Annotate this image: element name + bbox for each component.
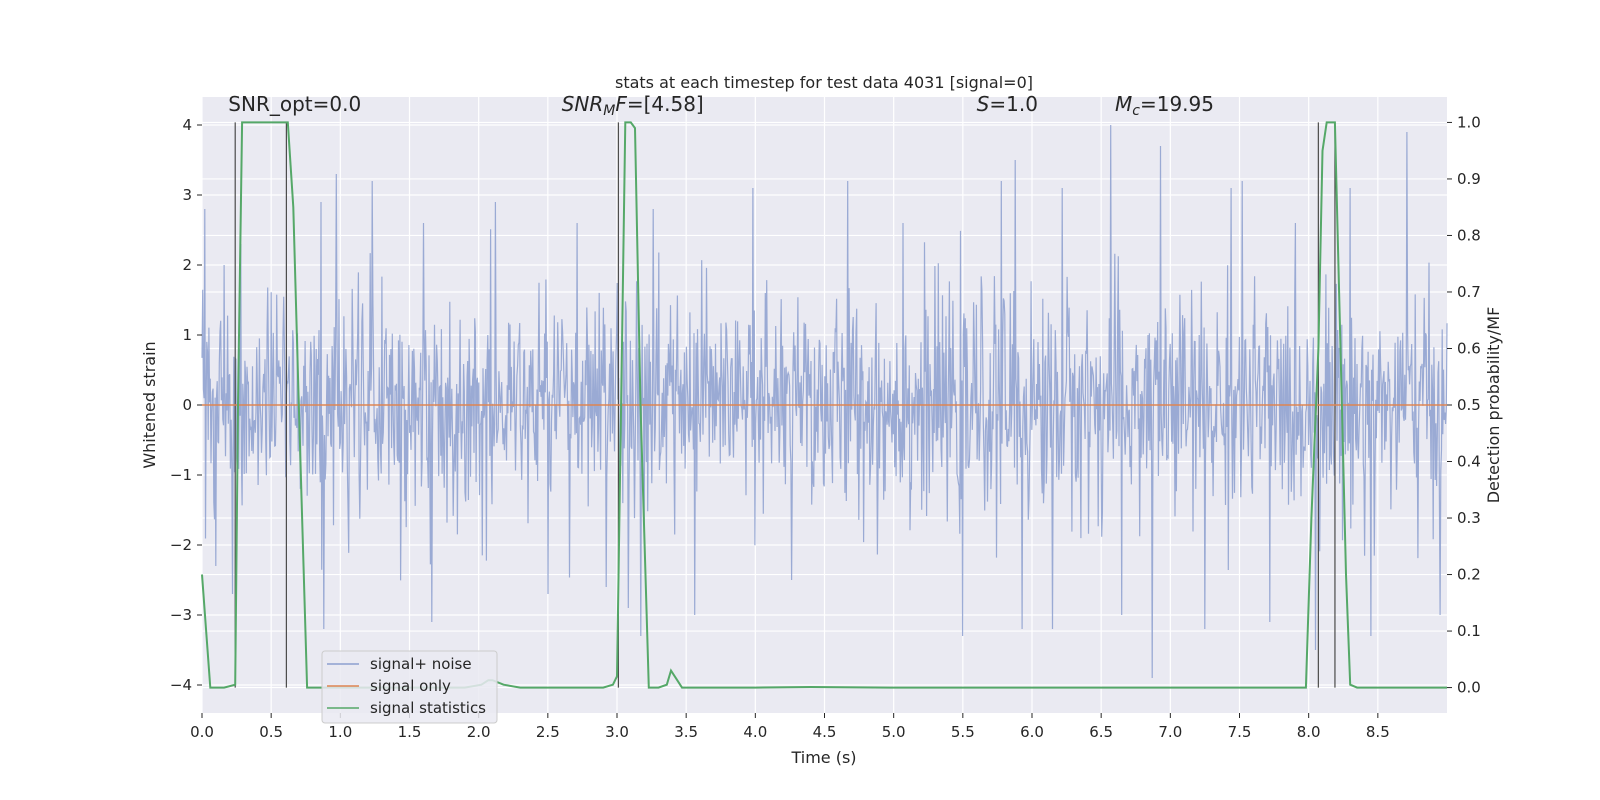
y2-tick-label-10: 1.0 (1457, 113, 1481, 131)
x-tick-label-11: 5.5 (951, 723, 975, 741)
y-axis-label: Whitened strain (140, 341, 159, 468)
x-tick-label-13: 6.5 (1089, 723, 1113, 741)
x-axis-label: Time (s) (790, 748, 856, 767)
x-tick-label-12: 6.0 (1020, 723, 1044, 741)
legend: signal+ noise signal only signal statist… (321, 650, 498, 724)
x-tick-label-0: 0.0 (190, 723, 214, 741)
annotation-snr-opt: SNR_opt=0.0 (228, 92, 361, 116)
x-axis-ticks: 0.0 0.5 1.0 1.5 2.0 2.5 3.0 3.5 4.0 4.5 5.0 5.5 6.0 6… (190, 713, 1390, 741)
x-tick-label-10: 5.0 (882, 723, 906, 741)
legend-label-signal-noise: signal+ noise (370, 655, 472, 673)
signal-statistics-series (201, 121, 1447, 689)
y2-tick-label-7: 0.7 (1457, 283, 1481, 301)
signal-statistics-line (201, 121, 1447, 689)
annotations: SNR_opt=0.0 SNRMF=[4.58] S=1.0 Mc=19.95 (228, 92, 1214, 119)
x-tick-label-3: 1.5 (398, 723, 422, 741)
signal-noise-series (201, 124, 1448, 679)
y2-axis-label: Detection probability/MF (1484, 307, 1503, 504)
x-tick-label-15: 7.5 (1228, 723, 1252, 741)
y2-tick-label-3: 0.3 (1457, 509, 1481, 527)
y2-axis-ticks: 0.0 0.1 0.2 0.3 0.4 0.5 0.6 0.7 0.8 0.9 1.0 (1447, 113, 1481, 697)
y-tick-label-2: −2 (170, 536, 192, 554)
x-tick-label-5: 2.5 (536, 723, 560, 741)
y-tick-label-0: −4 (170, 676, 192, 694)
y2-tick-label-5: 0.5 (1457, 396, 1481, 414)
y-tick-label-1: −3 (170, 606, 192, 624)
y2-tick-label-8: 0.8 (1457, 226, 1481, 244)
y-tick-label-7: 3 (182, 186, 192, 204)
annotation-mc-value: Mc=19.95 (1115, 92, 1214, 119)
y2-tick-label-4: 0.4 (1457, 453, 1481, 471)
x-tick-label-16: 8.0 (1297, 723, 1321, 741)
y2-tick-label-9: 0.9 (1457, 170, 1481, 188)
x-tick-label-8: 4.0 (743, 723, 767, 741)
x-tick-label-6: 3.0 (605, 723, 629, 741)
y-tick-label-8: 4 (182, 116, 192, 134)
x-tick-label-4: 2.0 (467, 723, 491, 741)
legend-label-signal-only: signal only (370, 677, 451, 695)
y2-tick-label-1: 0.1 (1457, 622, 1481, 640)
x-tick-label-2: 1.0 (328, 723, 352, 741)
x-tick-label-1: 0.5 (259, 723, 283, 741)
y-tick-label-4: 0 (182, 396, 192, 414)
y-tick-label-6: 2 (182, 256, 192, 274)
y2-tick-label-0: 0.0 (1457, 679, 1481, 697)
annotation-snr-mf: SNRMF=[4.58] (562, 92, 704, 119)
x-tick-label-17: 8.5 (1366, 723, 1390, 741)
y2-tick-label-2: 0.2 (1457, 566, 1481, 584)
y-tick-label-5: 1 (182, 326, 192, 344)
y-tick-label-3: −1 (170, 466, 192, 484)
x-tick-label-9: 4.5 (813, 723, 837, 741)
legend-box (321, 650, 498, 724)
y2-tick-label-6: 0.6 (1457, 339, 1481, 357)
legend-label-signal-statistics: signal statistics (370, 699, 486, 717)
annotation-s-value: S=1.0 (977, 92, 1038, 116)
chart-title: stats at each timestep for test data 403… (615, 73, 1033, 92)
signal-noise-line (201, 124, 1448, 679)
y-axis-ticks: −4 −3 −2 −1 0 1 2 3 4 (170, 116, 202, 694)
x-tick-label-7: 3.5 (674, 723, 698, 741)
x-tick-label-14: 7.0 (1158, 723, 1182, 741)
